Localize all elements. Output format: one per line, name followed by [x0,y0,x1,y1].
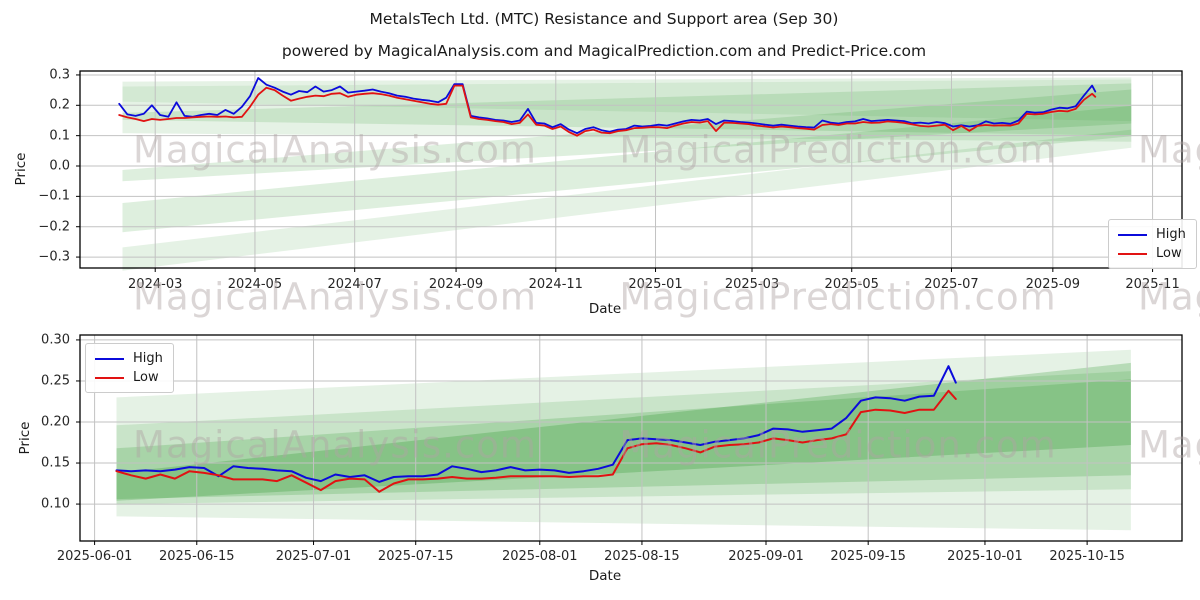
y-tick-label: 0.10 [41,496,70,512]
low-line [118,84,1097,137]
x-tick-label: 2025-07-01 [275,549,352,564]
x-tick-label: 2025-08-15 [604,549,680,564]
x-tick-label: 2025-10-01 [947,549,1023,564]
y-tick-label: 0.1 [49,128,70,144]
chart-title: MetalsTech Ltd. (MTC) Resistance and Sup… [369,10,839,28]
y-tick-label: −0.1 [38,188,70,204]
x-tick-label: 2025-07-15 [377,549,454,564]
watermark-analysis: MagicalAnalysis.com [1138,128,1200,172]
watermark-analysis: MagicalAnalysis.com [133,423,537,467]
legend-entry-high: High [1118,225,1186,244]
x-tick-label: 2025-11 [1125,277,1180,292]
x-tick-label: 2025-09-15 [830,549,906,564]
legend-entry-low: Low [1118,244,1186,263]
legend-entry-low: Low [95,368,163,387]
plot-border [79,334,1183,542]
x-tick-label: 2025-07 [924,277,979,292]
legend-bottom-chart: High Low [85,343,174,393]
y-tick-label: 0.2 [49,97,70,113]
high-line-swatch [1118,233,1147,236]
y-tick-label: 0.3 [49,67,70,83]
y-axis-label-top: Price [13,152,29,186]
x-tick-label: 2025-01 [628,277,683,292]
high-line [115,365,957,483]
x-tick-label: 2025-05 [824,277,879,292]
y-tick-label: 0.15 [41,455,70,471]
high-line [118,77,1097,135]
low-line [115,389,957,493]
x-tick-label: 2025-08-01 [501,549,578,564]
support-resistance-band [122,129,1132,271]
x-tick-label: 2025-10-15 [1049,549,1125,564]
watermark-analysis: MagicalAnalysis.com [1138,275,1200,319]
watermark-analysis: MagicalAnalysis.com [133,275,537,319]
watermark-prediction: MagicalPrediction.com [619,275,1057,319]
plot-border [79,70,1183,269]
low-line-swatch [1118,252,1147,255]
x-tick-label: 2025-09 [1025,277,1080,292]
x-tick-label: 2024-09 [428,277,484,292]
chart-subtitle: powered by MagicalAnalysis.com and Magic… [281,42,927,60]
y-axis-label-bottom: Price [17,421,33,455]
legend-label-high: High [133,351,163,366]
support-resistance-band [122,105,1132,233]
x-tick-label: 2024-11 [528,277,583,292]
x-tick-label: 2025-06-01 [56,549,133,564]
y-tick-label: 0.0 [49,158,70,174]
high-line-swatch [95,357,124,360]
x-axis-label-top: Date [588,301,622,317]
legend-top-chart: High Low [1108,219,1197,269]
x-tick-label: 2025-06-15 [158,549,235,564]
legend-entry-high: High [95,349,163,368]
legend-label-low: Low [1156,246,1182,261]
x-tick-label: 2024-03 [128,277,183,292]
legend-label-high: High [1156,227,1186,242]
low-line-swatch [95,376,124,379]
x-tick-label: 2024-05 [227,277,283,292]
y-tick-label: −0.3 [38,249,70,265]
watermark-analysis: MagicalAnalysis.com [133,128,537,172]
y-tick-label: −0.2 [38,219,70,235]
y-tick-label: 0.20 [41,414,70,430]
legend-label-low: Low [133,370,159,385]
y-tick-label: 0.25 [41,373,70,389]
x-axis-label-bottom: Date [588,568,622,584]
x-tick-label: 2024-07 [327,277,382,292]
x-tick-label: 2025-03 [724,277,780,292]
watermark-prediction: MagicalPrediction.com [619,128,1057,172]
watermark-prediction: MagicalPrediction.com [619,423,1057,467]
y-tick-label: 0.30 [41,332,70,348]
watermark-analysis: MagicalAnalysis.com [1138,423,1200,467]
x-tick-label: 2025-09-01 [728,549,804,564]
support-resistance-band [116,371,1131,505]
